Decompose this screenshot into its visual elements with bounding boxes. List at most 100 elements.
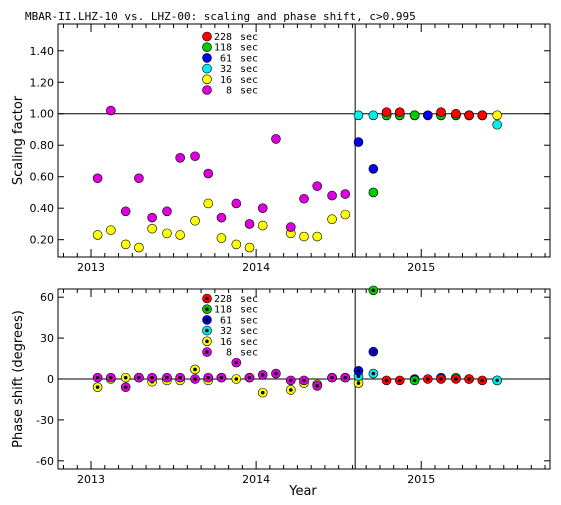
phase-legend-period: 118 (214, 305, 232, 316)
scaling-factor-panel: 0.20 0.40 0.60 0.80 1.00 1.20 1.40 2013 2014 2015… (11, 23, 551, 274)
scaling-point-8-sec (175, 153, 185, 163)
phase-y-tick-label: 0 (47, 373, 54, 386)
scaling-point-8-sec (312, 181, 323, 191)
phase-y-tick-label: 30 (40, 332, 54, 345)
scaling-point-8-sec (92, 173, 103, 184)
scaling-y-tick-label: 0.40 (30, 202, 55, 215)
scaling-point-32-sec (353, 110, 364, 121)
phase-point-core-16-sec (193, 367, 197, 372)
phase-point-core-228-sec (454, 377, 458, 381)
scaling-point-8-sec (190, 151, 200, 162)
phase-point-core-8-sec (219, 375, 224, 380)
phase-legend-unit: sec (240, 326, 258, 337)
scaling-point-16-sec (190, 215, 200, 226)
phase-point-core-228-sec (384, 378, 389, 383)
phase-legend-period: 61 (220, 315, 232, 326)
scaling-x-tick-label: 2013 (77, 261, 105, 274)
phase-point-core-8-sec (330, 375, 334, 380)
scaling-legend-period: 61 (220, 53, 232, 64)
phase-y-tick-label: -30 (36, 414, 54, 427)
scaling-legend-unit: sec (240, 43, 258, 54)
scaling-legend-unit: sec (240, 32, 258, 43)
scaling-x-tick-label: 2015 (407, 261, 435, 274)
scaling-point-228-sec (381, 107, 392, 117)
phase-point-core-228-sec (467, 377, 471, 381)
phase-legend-period: 16 (220, 337, 232, 348)
phase-legend-marker-core-8-sec (205, 350, 209, 354)
scaling-point-8-sec (340, 189, 351, 199)
scaling-legend-marker-61-sec (202, 53, 212, 63)
scaling-legend: 228 sec 118 sec 61 sec 32 sec 16 sec 8 sec (202, 31, 258, 97)
scaling-point-16-sec (175, 230, 185, 240)
phase-x-tick-label: 2015 (407, 473, 435, 486)
scaling-point-8-sec (147, 212, 157, 223)
phase-point-core-8-sec (234, 360, 239, 365)
scaling-point-228-sec (451, 108, 461, 119)
x-axis-label: Year (288, 484, 317, 499)
scaling-point-16-sec (299, 231, 309, 242)
scaling-point-16-sec (231, 239, 242, 250)
scaling-legend-period: 8 (226, 86, 232, 97)
scaling-point-16-sec (257, 220, 268, 231)
scaling-y-tick-label: 1.00 (30, 108, 55, 121)
phase-point-core-8-sec (109, 375, 113, 380)
phase-x-tick-label: 2013 (77, 473, 105, 486)
phase-point-core-61-sec (356, 369, 361, 373)
scaling-y-tick-label: 1.40 (30, 45, 55, 58)
scaling-legend-period: 32 (220, 64, 232, 75)
scaling-y-tick-label: 1.20 (30, 76, 55, 89)
phase-point-core-118-sec (412, 378, 417, 383)
scaling-legend-marker-16-sec (202, 74, 212, 85)
phase-point-core-8-sec (165, 375, 169, 380)
scaling-point-61-sec (423, 110, 433, 121)
chart-title: MBAR-II.LHZ-10 vs. LHZ-00: scaling and p… (25, 10, 416, 23)
scaling-legend-marker-8-sec (202, 85, 212, 95)
scaling-point-16-sec (340, 209, 351, 220)
scaling-point-8-sec (216, 212, 227, 223)
scaling-legend-period: 228 (214, 32, 232, 43)
phase-point-core-8-sec (288, 378, 293, 383)
phase-point-core-228-sec (397, 378, 402, 383)
scaling-point-16-sec (134, 242, 144, 253)
phase-point-core-16-sec (356, 381, 361, 385)
phase-point-core-8-sec (178, 375, 182, 380)
scaling-point-8-sec (244, 219, 255, 229)
phase-point-core-32-sec (495, 378, 499, 383)
scaling-point-8-sec (120, 206, 131, 217)
phase-point-core-32-sec (371, 371, 376, 376)
scaling-legend-unit: sec (240, 86, 258, 97)
phase-point-core-8-sec (206, 375, 211, 380)
scaling-point-228-sec (477, 110, 488, 121)
phase-legend-period: 32 (220, 326, 232, 337)
phase-legend-marker-core-228-sec (205, 296, 209, 301)
scaling-legend-unit: sec (240, 64, 258, 75)
phase-point-core-8-sec (137, 375, 141, 380)
scaling-point-16-sec (147, 223, 157, 234)
phase-legend-unit: sec (240, 348, 258, 359)
scaling-point-118-sec (368, 187, 379, 198)
phase-legend-unit: sec (240, 305, 258, 316)
phase-point-core-8-sec (193, 377, 197, 381)
scaling-point-16-sec (92, 230, 103, 240)
scaling-y-tick-label: 0.60 (30, 171, 55, 184)
scaling-point-228-sec (436, 107, 446, 117)
phase-point-core-228-sec (439, 377, 443, 381)
scaling-point-8-sec (162, 206, 172, 217)
phase-legend-period: 228 (214, 294, 232, 305)
phase-point-core-8-sec (150, 375, 154, 380)
scaling-y-tick-label: 0.20 (30, 234, 55, 247)
phase-point-core-8-sec (95, 375, 100, 380)
scaling-point-16-sec (162, 228, 172, 239)
phase-point-core-228-sec (426, 377, 430, 381)
phase-shift-panel: -60 -30 0 30 60 2013 2014 2015 228 sec 118 sec 61 se… (11, 285, 551, 486)
scaling-point-61-sec (353, 137, 364, 147)
scaling-point-8-sec (106, 105, 116, 116)
phase-y-axis-label: Phase shift (degrees) (11, 310, 26, 448)
scaling-point-16-sec (106, 225, 116, 236)
scaling-y-axis-label: Scaling factor (11, 95, 26, 185)
phase-point-core-16-sec (95, 385, 100, 389)
phase-legend-marker-core-16-sec (205, 339, 209, 344)
scaling-point-16-sec (120, 239, 131, 250)
phase-y-tick-label: -60 (36, 455, 54, 468)
scaling-point-8-sec (134, 173, 144, 184)
